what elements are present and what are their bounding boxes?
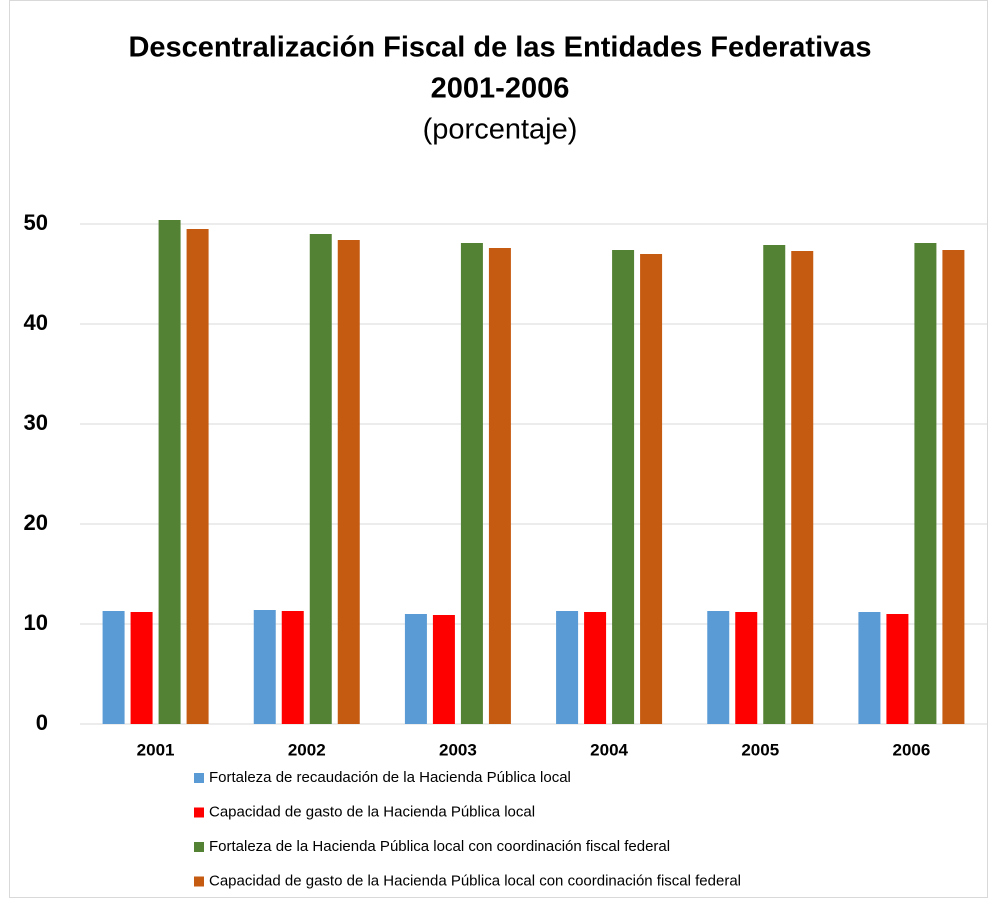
- bar: [460, 243, 483, 724]
- bar: [337, 240, 360, 724]
- y-tick-label: 20: [24, 510, 48, 535]
- bar: [158, 220, 181, 724]
- x-tick-label: 2004: [590, 740, 628, 759]
- bar: [735, 612, 758, 724]
- bar: [942, 250, 965, 724]
- bar: [858, 612, 881, 724]
- y-tick-label: 50: [24, 210, 48, 235]
- legend-swatch: [194, 807, 204, 818]
- bar: [763, 245, 786, 724]
- x-tick-label: 2005: [741, 740, 779, 759]
- bar: [640, 254, 663, 724]
- x-tick-label: 2003: [439, 740, 477, 759]
- y-tick-label: 40: [24, 310, 48, 335]
- bar: [404, 614, 427, 724]
- legend-swatch: [194, 773, 204, 783]
- bar: [886, 614, 909, 724]
- bar: [914, 243, 937, 724]
- legend-label: Capacidad de gasto de la Hacienda Públic…: [209, 872, 741, 889]
- x-tick-label: 2002: [288, 740, 326, 759]
- bar: [432, 615, 455, 724]
- bar: [309, 234, 332, 724]
- bar: [584, 612, 607, 724]
- bar: [186, 229, 209, 724]
- y-tick-label: 10: [24, 610, 48, 635]
- chart-title: Descentralización Fiscal de las Entidade…: [128, 32, 871, 64]
- bar: [556, 611, 579, 724]
- bar: [253, 610, 276, 724]
- y-tick-label: 0: [36, 710, 48, 735]
- bar: [102, 611, 125, 724]
- bar: [281, 611, 304, 724]
- bar: [791, 251, 814, 724]
- bar: [488, 248, 511, 724]
- x-tick-label: 2006: [893, 740, 931, 759]
- y-tick-label: 30: [24, 410, 48, 435]
- chart-title: 2001-2006: [431, 73, 570, 105]
- legend-label: Fortaleza de recaudación de la Hacienda …: [209, 769, 571, 786]
- bar: [707, 611, 730, 724]
- bar: [612, 250, 635, 724]
- legend-label: Fortaleza de la Hacienda Pública local c…: [209, 838, 670, 855]
- x-tick-label: 2001: [137, 740, 175, 759]
- bar: [130, 612, 153, 724]
- legend-swatch: [194, 876, 204, 887]
- chart-subtitle: (porcentaje): [423, 114, 578, 146]
- legend-swatch: [194, 842, 204, 852]
- legend-label: Capacidad de gasto de la Hacienda Públic…: [209, 803, 535, 820]
